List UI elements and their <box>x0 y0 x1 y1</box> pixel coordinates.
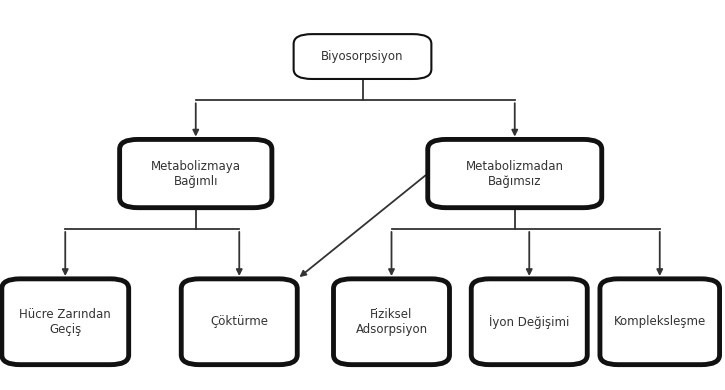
FancyBboxPatch shape <box>334 279 450 365</box>
FancyBboxPatch shape <box>120 139 272 207</box>
FancyBboxPatch shape <box>428 139 602 207</box>
FancyBboxPatch shape <box>471 279 587 365</box>
Text: Hücre Zarından
Geçiş: Hücre Zarından Geçiş <box>20 308 111 336</box>
FancyBboxPatch shape <box>181 279 297 365</box>
Text: İyon Değişimi: İyon Değişimi <box>489 315 569 329</box>
Text: Metabolizmadan
Bağımsız: Metabolizmadan Bağımsız <box>465 160 564 188</box>
Text: Fiziksel
Adsorpsiyon: Fiziksel Adsorpsiyon <box>355 308 428 336</box>
Text: Kompleksleşme: Kompleksleşme <box>613 315 706 328</box>
FancyBboxPatch shape <box>600 279 719 365</box>
Text: Biyosorpsiyon: Biyosorpsiyon <box>321 50 404 63</box>
FancyBboxPatch shape <box>2 279 129 365</box>
Text: Metabolizmaya
Bağımlı: Metabolizmaya Bağımlı <box>151 160 241 188</box>
FancyBboxPatch shape <box>294 34 431 79</box>
Text: Çöktürme: Çöktürme <box>210 315 268 328</box>
